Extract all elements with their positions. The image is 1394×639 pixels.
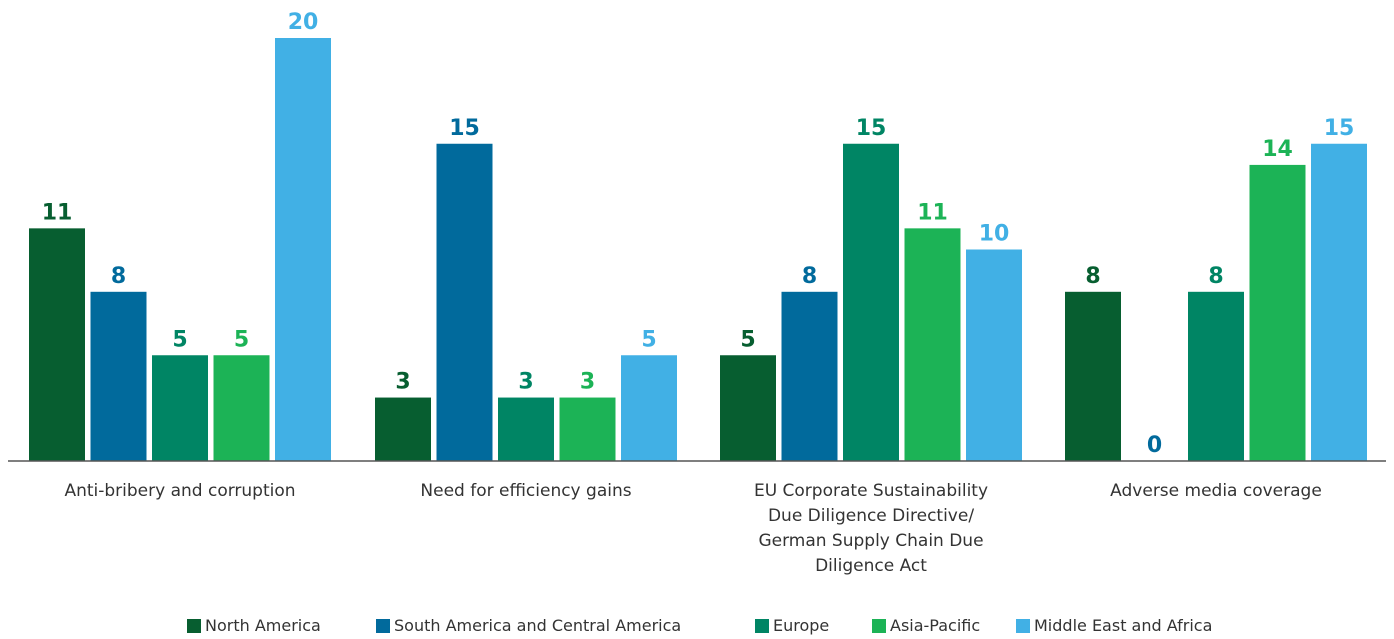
data-label: 5 (641, 327, 656, 352)
legend-swatch (1016, 618, 1030, 633)
bar (966, 249, 1022, 461)
legend-item: Europe (755, 616, 829, 635)
bar (720, 355, 776, 461)
bar (375, 397, 431, 461)
bar (213, 355, 270, 461)
data-label: 11 (917, 200, 948, 225)
bar-chart: 11 8 5 5 20 3 15 3 3 5 5 8 15 11 10 8 0 8 14 15 Anti-briber… (8, 10, 1386, 576)
bar (29, 228, 85, 461)
bar (904, 228, 961, 461)
bar (1249, 164, 1306, 461)
legend-swatch (872, 618, 886, 633)
category-label: German Supply Chain Due (758, 531, 983, 551)
data-label: 15 (1324, 116, 1355, 141)
bar (498, 397, 554, 461)
legend-item: Asia-Pacific (872, 616, 980, 635)
data-label: 20 (288, 10, 319, 35)
legend-item: South America and Central America (376, 616, 681, 635)
bar (1065, 291, 1121, 461)
category-labels: Anti-bribery and corruption Need for effi… (64, 481, 1321, 576)
category-label: Adverse media coverage (1110, 481, 1322, 501)
data-label: 3 (518, 370, 533, 395)
data-label: 8 (1208, 264, 1223, 289)
category-label: EU Corporate Sustainability (754, 481, 988, 501)
legend-label: South America and Central America (394, 616, 682, 635)
data-label: 15 (449, 116, 480, 141)
bar (781, 291, 838, 461)
data-label: 8 (802, 264, 817, 289)
bar (275, 38, 331, 461)
legend-swatch (755, 618, 769, 633)
legend-label: Europe (773, 616, 830, 635)
legend-label: Asia-Pacific (890, 616, 981, 635)
legend-item: Middle East and Africa (1016, 616, 1212, 635)
data-label: 3 (580, 370, 595, 395)
bar (559, 397, 616, 461)
data-label: 10 (979, 222, 1010, 247)
legend-swatch (376, 618, 390, 633)
category-label: Diligence Act (815, 556, 927, 576)
bars-layer: 11 8 5 5 20 3 15 3 3 5 5 8 15 11 10 8 0 8 14 15 (29, 10, 1367, 461)
data-label: 5 (234, 327, 249, 352)
legend-label: North America (205, 616, 321, 635)
bar (1188, 291, 1244, 461)
data-label: 8 (111, 264, 126, 289)
bar (90, 291, 147, 461)
category-label: Anti-bribery and corruption (64, 481, 295, 501)
bar (843, 143, 899, 461)
data-label: 0 (1147, 433, 1162, 458)
bar (152, 355, 208, 461)
data-label: 14 (1262, 137, 1293, 162)
legend-item: North America (187, 616, 321, 635)
data-label: 15 (856, 116, 887, 141)
data-label: 11 (42, 200, 73, 225)
category-label: Due Diligence Directive/ (768, 506, 974, 526)
bar (621, 355, 677, 461)
legend: North America South America and Central A… (0, 616, 1394, 636)
bar (436, 143, 493, 461)
legend-swatch (187, 618, 201, 633)
data-label: 5 (172, 327, 187, 352)
category-label: Need for efficiency gains (420, 481, 631, 501)
data-label: 5 (740, 327, 755, 352)
bar (1311, 143, 1367, 461)
data-label: 3 (395, 370, 410, 395)
legend-label: Middle East and Africa (1034, 616, 1213, 635)
data-label: 8 (1085, 264, 1100, 289)
